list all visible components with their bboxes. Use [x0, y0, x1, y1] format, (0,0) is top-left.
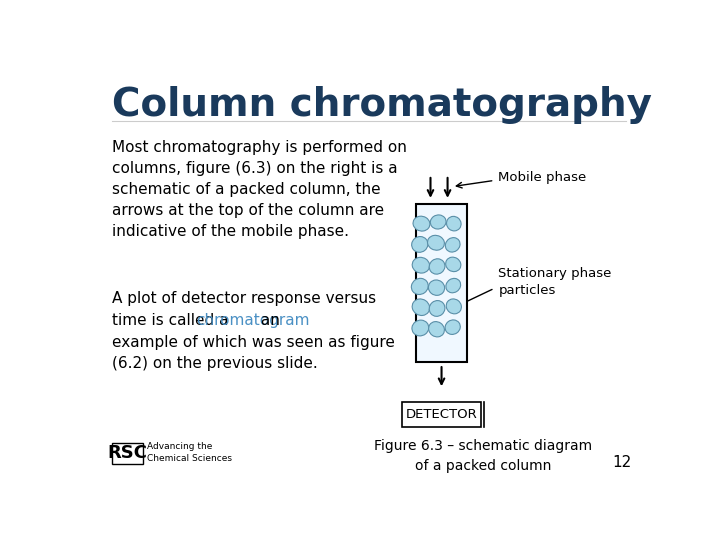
Text: example of which was seen as figure: example of which was seen as figure — [112, 335, 395, 350]
Ellipse shape — [428, 280, 445, 295]
Text: Figure 6.3 – schematic diagram
of a packed column: Figure 6.3 – schematic diagram of a pack… — [374, 439, 593, 472]
Text: Mobile phase: Mobile phase — [498, 171, 587, 184]
Ellipse shape — [428, 322, 444, 337]
Text: Chemical Sciences: Chemical Sciences — [147, 454, 232, 463]
Ellipse shape — [446, 299, 462, 314]
Ellipse shape — [429, 301, 445, 316]
Bar — [402, 402, 481, 427]
Ellipse shape — [446, 257, 461, 272]
Ellipse shape — [412, 237, 428, 252]
Text: time is called a: time is called a — [112, 313, 234, 328]
Ellipse shape — [446, 279, 461, 293]
Text: Advancing the: Advancing the — [147, 442, 212, 451]
Text: A plot of detector response versus: A plot of detector response versus — [112, 292, 377, 306]
Bar — [416, 204, 467, 362]
Ellipse shape — [446, 238, 460, 252]
Text: Stationary phase
particles: Stationary phase particles — [498, 267, 612, 298]
Ellipse shape — [412, 320, 428, 336]
Text: DETECTOR: DETECTOR — [405, 408, 477, 421]
Text: (6.2) on the previous slide.: (6.2) on the previous slide. — [112, 356, 318, 372]
Ellipse shape — [428, 235, 444, 250]
Ellipse shape — [429, 259, 445, 274]
Ellipse shape — [413, 258, 430, 273]
Ellipse shape — [411, 278, 428, 294]
Text: Column chromatography: Column chromatography — [112, 85, 652, 124]
Text: chromatogram: chromatogram — [196, 313, 310, 328]
Ellipse shape — [431, 215, 446, 229]
Bar — [112, 443, 143, 464]
Text: an: an — [256, 313, 280, 328]
Ellipse shape — [446, 217, 461, 231]
Text: 12: 12 — [612, 455, 631, 470]
Text: RSC: RSC — [107, 444, 148, 462]
Ellipse shape — [413, 216, 430, 231]
Ellipse shape — [445, 320, 460, 334]
Text: Most chromatography is performed on
columns, figure (6.3) on the right is a
sche: Most chromatography is performed on colu… — [112, 140, 408, 239]
Ellipse shape — [412, 299, 430, 315]
